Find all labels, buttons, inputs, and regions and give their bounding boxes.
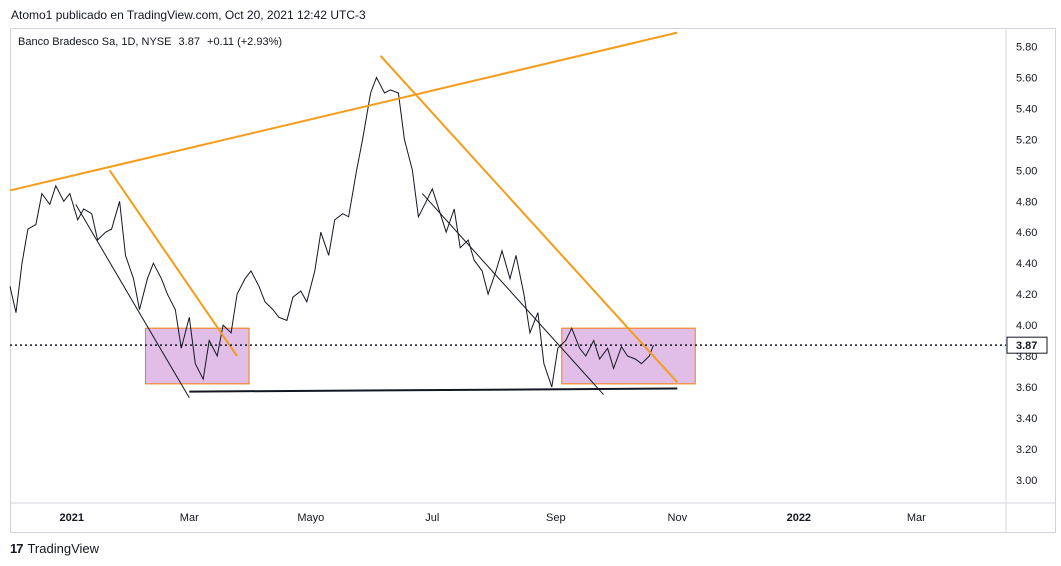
black-trendline-0 [75, 204, 190, 399]
x-tick-label: Jul [425, 512, 439, 524]
y-tick-label: 5.20 [1016, 134, 1037, 146]
y-tick-label: 4.20 [1016, 289, 1037, 301]
y-tick-label: 5.80 [1016, 42, 1037, 54]
x-tick-label: Nov [668, 512, 688, 524]
legend-symbol: Banco Bradesco Sa, 1D, NYSE [18, 36, 172, 48]
x-tick-label: Mar [180, 512, 199, 524]
tradingview-logo-icon: 17 [10, 541, 24, 556]
black-trendline-1 [421, 193, 604, 396]
x-tick-label: 2022 [787, 512, 811, 524]
orange-trendline-2 [379, 55, 679, 383]
y-tick-label: 5.40 [1016, 103, 1037, 115]
last-price-tag-box [1006, 336, 1048, 354]
orange-trendline-1 [108, 169, 238, 357]
y-tick-label: 3.80 [1016, 351, 1037, 363]
y-tick-label: 3.00 [1016, 475, 1037, 487]
y-tick-label: 5.00 [1016, 165, 1037, 177]
publish-header: Atomo1 publicado en TradingView.com, Oct… [11, 8, 366, 22]
x-tick-label: 2021 [60, 512, 84, 524]
x-tick-label: Mayo [297, 512, 324, 524]
x-tick-label: Sep [546, 512, 566, 524]
last-price-tag-label: 3.87 [1016, 340, 1037, 352]
black-trendline-2 [189, 387, 678, 393]
chart-frame[interactable] [10, 28, 1056, 533]
footer-brand-text: TradingView [27, 541, 100, 556]
orange-trendline-0 [9, 31, 678, 192]
y-tick-label: 4.40 [1016, 258, 1037, 270]
price-series-line [9, 76, 654, 388]
y-tick-label: 3.40 [1016, 413, 1037, 425]
y-tick-label: 3.20 [1016, 444, 1037, 456]
footer-brand: 17 TradingView [10, 541, 99, 556]
y-tick-label: 5.60 [1016, 73, 1037, 85]
legend-price: 3.87 [178, 36, 200, 48]
y-tick-label: 4.60 [1016, 227, 1037, 239]
chart-legend: Banco Bradesco Sa, 1D, NYSE 3.87 +0.11 (… [18, 36, 286, 48]
legend-change: +0.11 (+2.93%) [207, 36, 283, 48]
x-tick-label: Mar [907, 512, 926, 524]
y-tick-label: 4.00 [1016, 320, 1037, 332]
highlight-box-0 [144, 327, 250, 385]
y-tick-label: 3.60 [1016, 382, 1037, 394]
y-tick-label: 4.80 [1016, 196, 1037, 208]
